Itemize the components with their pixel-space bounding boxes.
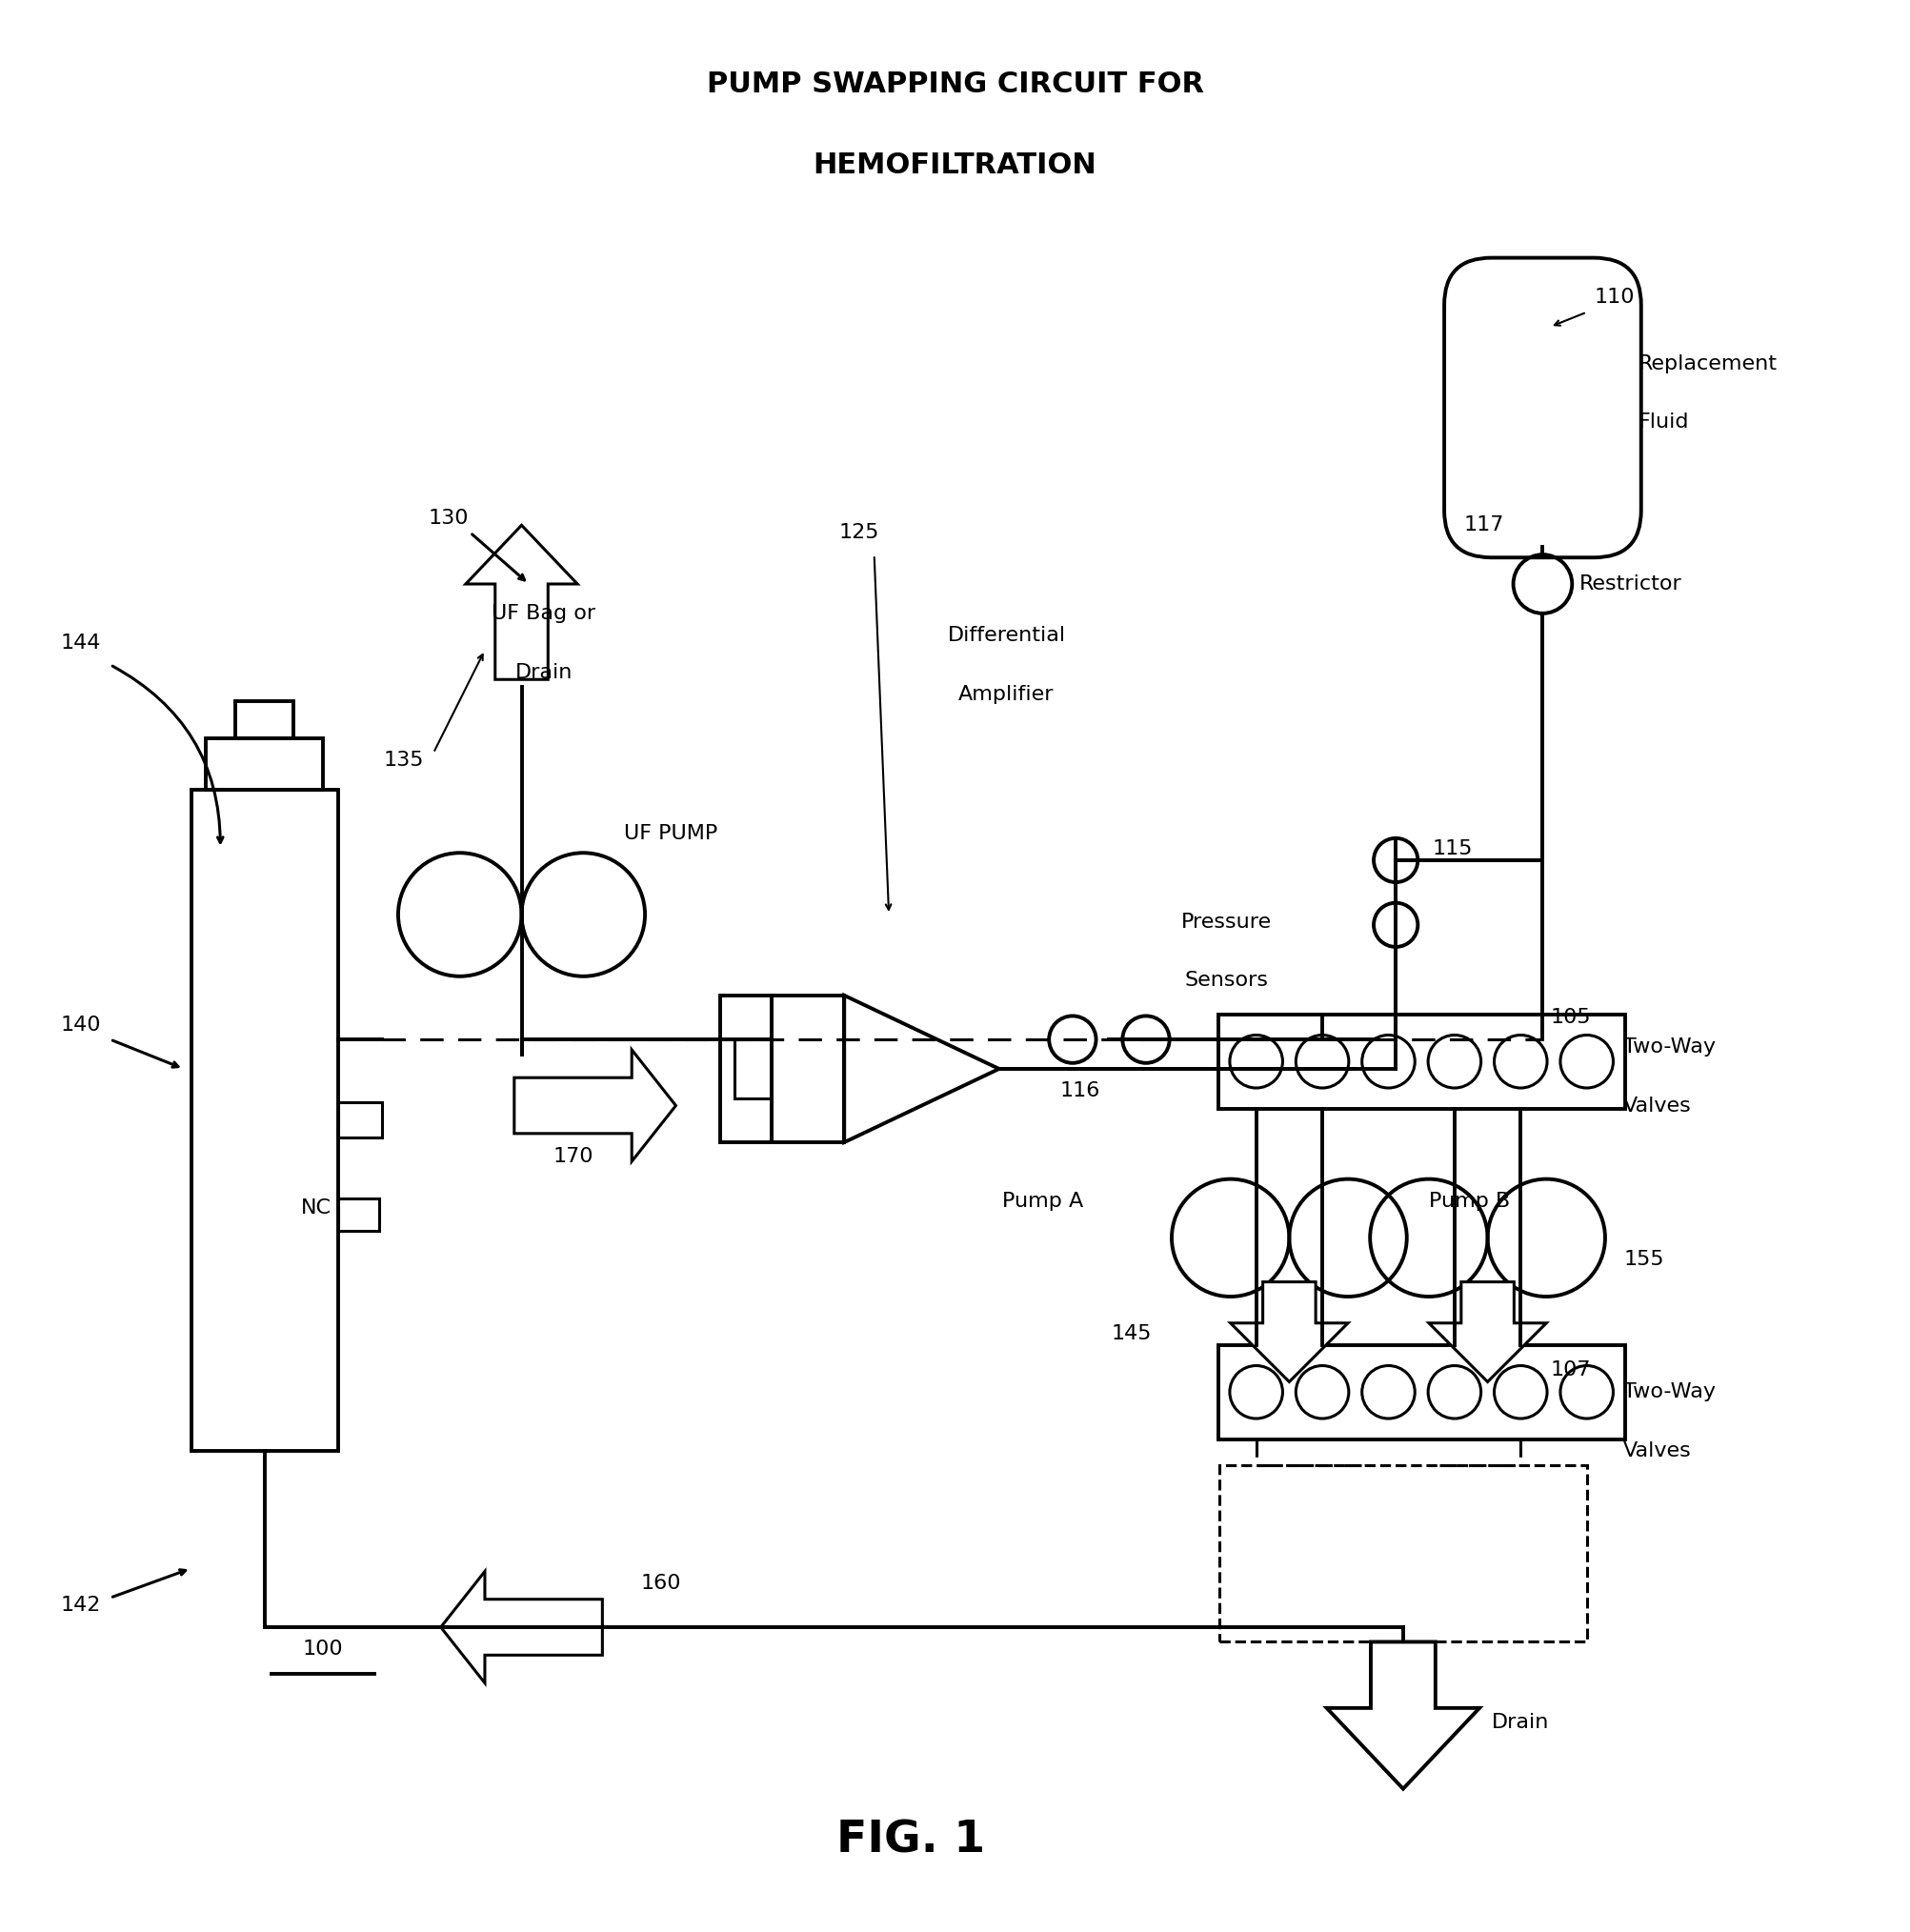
Text: Replacement: Replacement xyxy=(1639,354,1778,373)
Bar xyxy=(772,995,844,1142)
Bar xyxy=(1219,1345,1625,1439)
Text: Pressure: Pressure xyxy=(1182,912,1272,931)
Text: Valves: Valves xyxy=(1624,1095,1692,1115)
Bar xyxy=(338,1198,378,1231)
Bar xyxy=(191,790,338,1451)
Text: 142: 142 xyxy=(61,1596,101,1615)
Text: Valves: Valves xyxy=(1624,1441,1692,1461)
Text: 160: 160 xyxy=(642,1573,682,1592)
Bar xyxy=(1219,1014,1625,1109)
Text: Pump A: Pump A xyxy=(1003,1192,1083,1211)
Text: 116: 116 xyxy=(1060,1082,1100,1101)
Text: 117: 117 xyxy=(1463,516,1503,535)
Text: 115: 115 xyxy=(1432,838,1473,858)
Bar xyxy=(720,995,772,1142)
Text: Sensors: Sensors xyxy=(1184,972,1268,991)
Text: 107: 107 xyxy=(1551,1360,1591,1379)
Text: 144: 144 xyxy=(61,634,101,653)
Text: Two-Way: Two-Way xyxy=(1624,1383,1715,1401)
Text: 140: 140 xyxy=(61,1014,101,1034)
Text: Two-Way: Two-Way xyxy=(1624,1037,1715,1057)
Bar xyxy=(338,1103,382,1138)
Bar xyxy=(206,738,323,790)
Text: Drain: Drain xyxy=(516,663,573,682)
Text: Fluid: Fluid xyxy=(1639,413,1688,433)
Text: NC: NC xyxy=(302,1200,332,1217)
Polygon shape xyxy=(1327,1642,1480,1789)
Text: 130: 130 xyxy=(428,508,468,527)
Polygon shape xyxy=(441,1571,602,1683)
Text: 135: 135 xyxy=(384,752,424,769)
Text: Amplifier: Amplifier xyxy=(959,684,1054,703)
Polygon shape xyxy=(514,1049,676,1161)
Text: 105: 105 xyxy=(1551,1009,1591,1028)
Polygon shape xyxy=(1230,1283,1348,1381)
Text: 155: 155 xyxy=(1624,1250,1664,1269)
Polygon shape xyxy=(466,526,577,680)
Text: Restrictor: Restrictor xyxy=(1580,574,1683,593)
Text: UF Bag or: UF Bag or xyxy=(491,605,596,622)
Polygon shape xyxy=(1429,1283,1547,1381)
Bar xyxy=(1219,1466,1587,1642)
Text: FIG. 1: FIG. 1 xyxy=(837,1818,986,1862)
Text: 145: 145 xyxy=(1112,1323,1152,1343)
Text: 125: 125 xyxy=(838,524,881,543)
Text: 100: 100 xyxy=(304,1640,344,1660)
Text: 110: 110 xyxy=(1595,288,1635,307)
Bar xyxy=(235,701,294,738)
Text: UF PUMP: UF PUMP xyxy=(625,825,718,842)
Text: Drain: Drain xyxy=(1492,1714,1549,1733)
Text: Differential: Differential xyxy=(947,626,1066,645)
Text: HEMOFILTRATION: HEMOFILTRATION xyxy=(814,151,1096,180)
Text: 170: 170 xyxy=(552,1148,594,1167)
Text: Pump B: Pump B xyxy=(1429,1192,1509,1211)
Text: PUMP SWAPPING CIRCUIT FOR: PUMP SWAPPING CIRCUIT FOR xyxy=(707,71,1203,99)
